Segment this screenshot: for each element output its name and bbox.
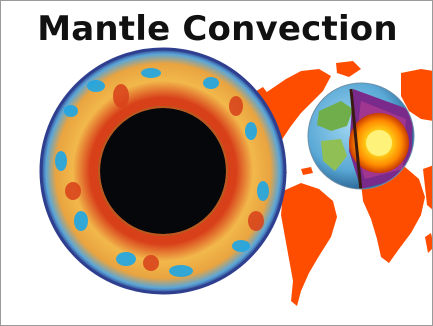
earth-cutaway-icon — [307, 82, 415, 190]
earth-core — [100, 108, 226, 234]
page-title: Mantle Convection — [37, 9, 398, 49]
mantle-cross-section-icon — [39, 47, 287, 295]
